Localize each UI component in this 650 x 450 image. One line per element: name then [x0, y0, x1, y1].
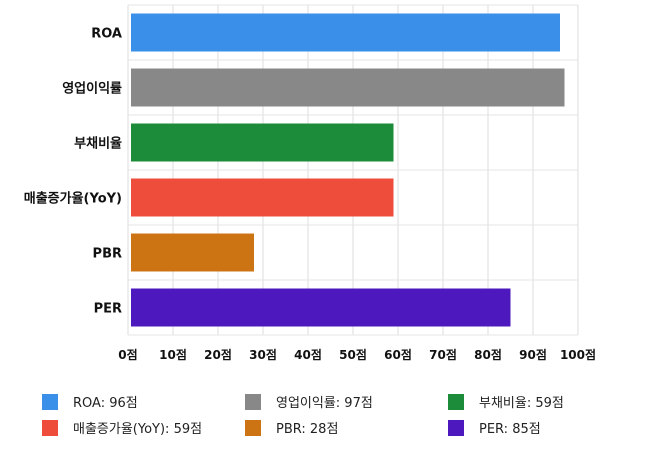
x-tick-label: 60점 [384, 347, 412, 362]
bar [131, 178, 394, 217]
legend-swatch [245, 394, 261, 410]
category-label: 영업이익률 [62, 81, 122, 97]
x-tick-label: 30점 [249, 347, 277, 362]
legend-label: ROA: 96점 [73, 396, 138, 411]
grid-lines [127, 4, 579, 336]
bar [131, 233, 254, 272]
category-label: PER [94, 302, 122, 317]
x-tick-label: 20점 [204, 347, 232, 362]
x-tick-label: 40점 [294, 347, 322, 362]
legend-swatch [448, 394, 464, 410]
x-tick-label: 100점 [560, 347, 596, 362]
category-label: PBR [93, 247, 122, 262]
legend-swatch [42, 420, 58, 436]
legend-swatch [448, 420, 464, 436]
category-label: 부채비율 [74, 136, 122, 152]
legend-label: PER: 85점 [479, 422, 541, 437]
bar [131, 123, 394, 162]
legend-label: 영업이익률: 97점 [276, 396, 373, 411]
x-tick-label: 90점 [519, 347, 547, 362]
bar [131, 68, 565, 107]
bar [131, 288, 511, 327]
x-tick-label: 70점 [429, 347, 457, 362]
x-tick-label: 80점 [474, 347, 502, 362]
legend-label: 부채비율: 59점 [479, 396, 564, 411]
category-label: 매출증가율(YoY) [24, 191, 122, 207]
x-tick-label: 0점 [118, 347, 137, 362]
legend-swatch [245, 420, 261, 436]
legend-swatch [42, 394, 58, 410]
legend-label: PBR: 28점 [276, 422, 338, 437]
x-tick-label: 10점 [159, 347, 187, 362]
legend-label: 매출증가율(YoY): 59점 [73, 422, 202, 437]
bar [131, 13, 560, 52]
bars [131, 13, 565, 327]
x-tick-labels: 0점 10점 20점 30점 40점 50점 60점 70점 80점 90점 100점 [118, 347, 596, 362]
x-tick-label: 50점 [339, 347, 367, 362]
category-label: ROA [91, 27, 122, 42]
